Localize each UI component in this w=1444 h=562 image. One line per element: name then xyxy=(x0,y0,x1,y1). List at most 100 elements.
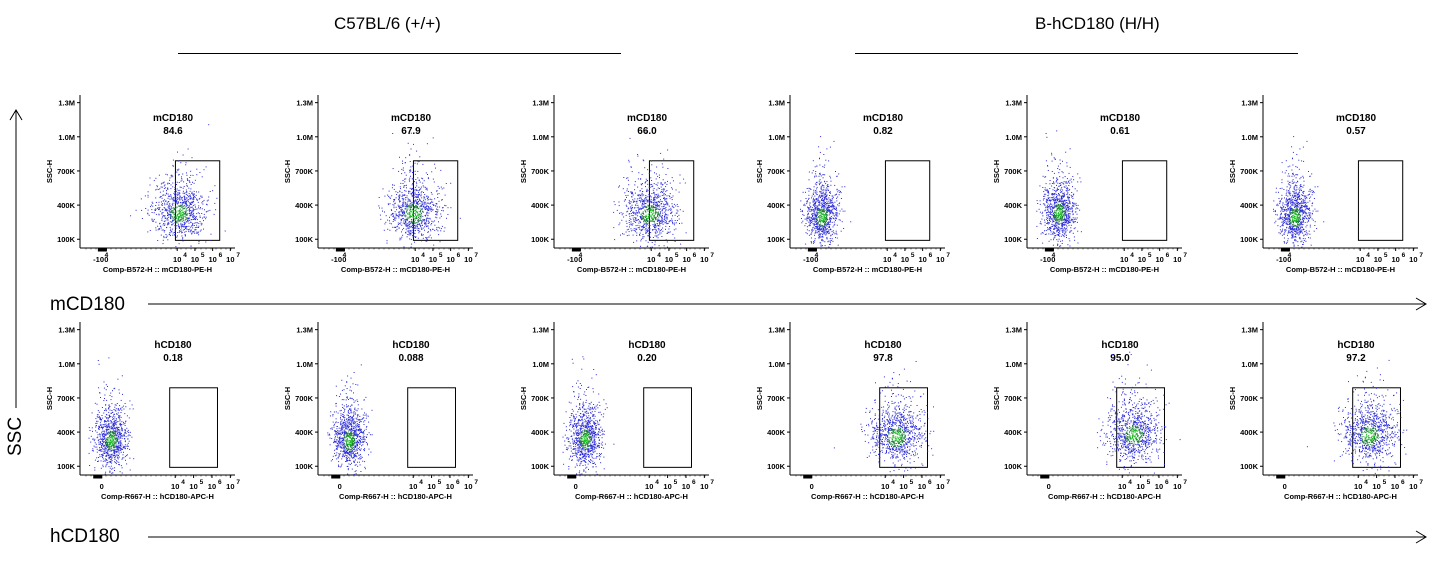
dot xyxy=(628,191,629,192)
dot xyxy=(432,178,434,180)
dot xyxy=(662,192,664,193)
dot xyxy=(416,194,417,196)
dot xyxy=(130,215,132,217)
dot xyxy=(1062,219,1064,221)
dot xyxy=(645,207,647,209)
dot xyxy=(1050,218,1052,220)
dot xyxy=(829,220,831,222)
dot xyxy=(405,224,406,226)
dot xyxy=(179,220,181,222)
dot xyxy=(174,225,176,226)
dot xyxy=(406,227,408,229)
dot xyxy=(1069,230,1071,232)
dot xyxy=(420,186,422,188)
dot xyxy=(807,218,809,220)
dot xyxy=(808,225,810,227)
dot xyxy=(645,215,647,217)
dot xyxy=(182,219,184,221)
dot xyxy=(813,217,815,219)
dot xyxy=(635,201,637,203)
dot xyxy=(812,170,814,172)
dot xyxy=(821,193,823,195)
dot xyxy=(1059,205,1061,207)
dot xyxy=(841,208,843,210)
dot xyxy=(408,222,410,224)
dot xyxy=(397,192,399,194)
dot xyxy=(402,167,404,169)
dot xyxy=(162,212,164,213)
dot xyxy=(171,174,173,176)
dot-cloud xyxy=(130,124,226,248)
dot xyxy=(423,203,425,205)
dot xyxy=(675,222,677,224)
dot xyxy=(426,217,428,219)
dot xyxy=(819,234,821,236)
dot xyxy=(824,224,826,225)
dot xyxy=(649,202,651,203)
dot xyxy=(677,210,679,212)
dot xyxy=(826,190,828,191)
dot xyxy=(806,200,808,202)
dot xyxy=(1054,205,1056,207)
dot xyxy=(656,166,658,168)
dot xyxy=(808,234,810,236)
dot xyxy=(402,234,404,236)
dot xyxy=(432,201,434,203)
dot xyxy=(425,222,427,224)
dot xyxy=(1287,180,1289,182)
dot xyxy=(407,234,409,235)
dot xyxy=(638,211,640,213)
dot xyxy=(169,213,170,215)
dot xyxy=(819,216,821,218)
dot xyxy=(192,222,194,224)
dot xyxy=(824,241,826,243)
dot xyxy=(192,202,194,204)
dot xyxy=(1059,183,1061,184)
dot xyxy=(175,246,177,248)
dot xyxy=(833,224,835,226)
dot xyxy=(818,216,820,217)
dot xyxy=(408,234,410,236)
dot xyxy=(391,195,393,197)
dot xyxy=(1058,219,1060,221)
dot xyxy=(425,224,427,226)
dot xyxy=(809,220,811,221)
dot xyxy=(812,199,814,201)
dot xyxy=(662,212,664,214)
dot xyxy=(641,202,643,204)
dot xyxy=(813,210,814,212)
dot xyxy=(202,217,203,219)
dot xyxy=(435,211,436,213)
dot xyxy=(414,202,415,204)
dot xyxy=(185,199,187,201)
dot xyxy=(416,218,418,219)
dot xyxy=(821,207,823,208)
dot xyxy=(631,224,633,226)
dot xyxy=(177,151,178,153)
dot xyxy=(826,148,828,150)
dot xyxy=(1060,188,1062,190)
dot xyxy=(821,213,823,215)
dot xyxy=(665,222,667,224)
dot xyxy=(817,222,819,224)
dot xyxy=(193,209,195,211)
dot xyxy=(629,226,630,228)
dot xyxy=(658,200,660,202)
dot xyxy=(180,215,182,217)
dot xyxy=(439,241,441,243)
dot xyxy=(1306,197,1308,199)
dot xyxy=(632,194,634,196)
dot xyxy=(835,220,836,222)
dot xyxy=(412,192,414,194)
dot xyxy=(642,218,644,219)
dot xyxy=(400,209,402,211)
dot xyxy=(180,219,181,221)
dot xyxy=(408,230,410,232)
dot xyxy=(176,220,178,222)
dot xyxy=(140,198,142,200)
dot xyxy=(820,229,822,231)
dot xyxy=(1063,221,1064,223)
dot xyxy=(644,220,646,222)
dot xyxy=(417,237,419,239)
dot xyxy=(1057,215,1059,216)
